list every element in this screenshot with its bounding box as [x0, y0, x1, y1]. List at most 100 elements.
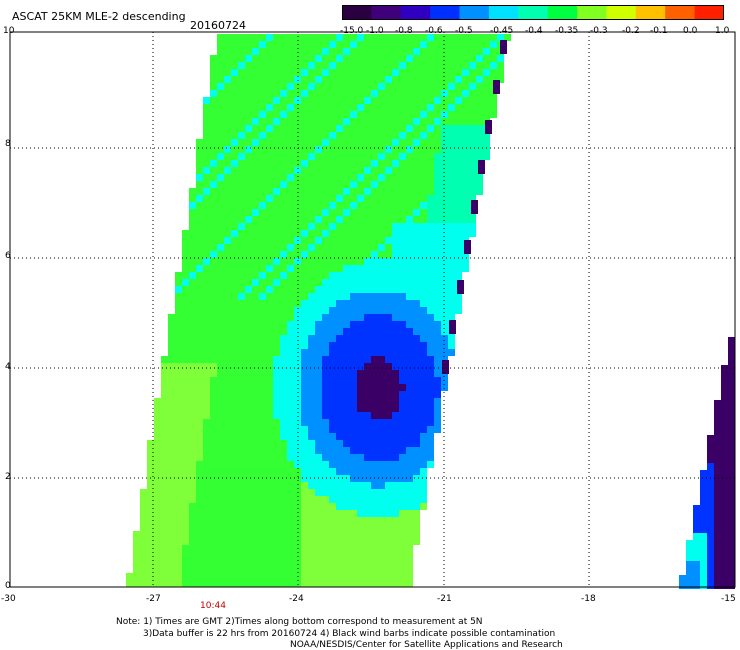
swath-cell	[378, 510, 385, 517]
swath-cell	[182, 510, 189, 517]
swath-cell	[196, 370, 203, 377]
swath-cell	[266, 538, 273, 545]
color-scale-swatch	[430, 5, 461, 20]
swath-cell	[413, 237, 420, 244]
swath-cell	[196, 230, 203, 237]
swath-cell	[364, 475, 371, 482]
swath-cell	[392, 412, 399, 419]
swath-cell	[189, 461, 196, 468]
swath-cell	[329, 293, 336, 300]
swath-cell	[245, 41, 252, 48]
swath-cell	[434, 160, 441, 167]
swath-cell	[259, 552, 266, 559]
swath-cell	[287, 489, 294, 496]
swath-cell	[231, 510, 238, 517]
swath-cell	[406, 41, 413, 48]
swath-cell	[308, 265, 315, 272]
swath-cell	[280, 230, 287, 237]
swath-cell	[203, 510, 210, 517]
swath-cell	[175, 377, 182, 384]
swath-cell	[273, 517, 280, 524]
swath-cell	[217, 244, 224, 251]
swath-cell	[434, 111, 441, 118]
swath-cell	[357, 76, 364, 83]
swath-cell	[364, 335, 371, 342]
swath-cell	[336, 286, 343, 293]
swath-cell	[350, 97, 357, 104]
swath-cell	[252, 503, 259, 510]
swath-cell	[420, 118, 427, 125]
swath-cell	[203, 307, 210, 314]
swath-cell	[196, 363, 203, 370]
swath-cell	[154, 524, 161, 531]
swath-cell	[322, 391, 329, 398]
swath-cell	[301, 363, 308, 370]
swath-cell	[280, 531, 287, 538]
swath-cell	[728, 477, 735, 484]
swath-cell	[231, 531, 238, 538]
swath-cell	[413, 167, 420, 174]
swath-cell	[196, 237, 203, 244]
swath-cell	[252, 293, 259, 300]
swath-cell	[315, 538, 322, 545]
swath-cell	[427, 328, 434, 335]
swath-cell	[217, 181, 224, 188]
swath-cell	[427, 391, 434, 398]
swath-cell	[168, 356, 175, 363]
swath-cell	[427, 146, 434, 153]
swath-cell	[392, 300, 399, 307]
swath-cell	[217, 510, 224, 517]
swath-cell	[175, 433, 182, 440]
swath-cell	[252, 90, 259, 97]
swath-cell	[203, 559, 210, 566]
swath-cell	[280, 559, 287, 566]
swath-cell	[287, 34, 294, 41]
swath-cell	[343, 293, 350, 300]
swath-cell	[301, 454, 308, 461]
swath-cell	[427, 160, 434, 167]
swath-cell	[231, 76, 238, 83]
swath-cell	[364, 538, 371, 545]
swath-cell	[238, 538, 245, 545]
swath-cell	[427, 216, 434, 223]
swath-cell	[210, 258, 217, 265]
swath-cell	[490, 111, 497, 118]
swath-cell	[231, 125, 238, 132]
swath-cell	[203, 391, 210, 398]
swath-cell	[147, 580, 154, 587]
swath-cell	[301, 377, 308, 384]
swath-cell	[259, 545, 266, 552]
swath-cell	[273, 580, 280, 587]
swath-cell	[266, 433, 273, 440]
swath-cell	[434, 237, 441, 244]
swath-cell	[231, 559, 238, 566]
swath-cell	[371, 202, 378, 209]
swath-cell	[280, 104, 287, 111]
swath-cell	[252, 496, 259, 503]
swath-cell	[504, 34, 511, 41]
swath-cell	[266, 41, 273, 48]
swath-cell	[210, 111, 217, 118]
swath-cell	[266, 202, 273, 209]
swath-cell	[273, 279, 280, 286]
swath-cell	[217, 146, 224, 153]
swath-cell	[154, 580, 161, 587]
swath-cell	[392, 62, 399, 69]
swath-cell	[252, 69, 259, 76]
swath-cell	[406, 258, 413, 265]
swath-cell	[161, 517, 168, 524]
swath-cell	[203, 440, 210, 447]
swath-cell	[434, 209, 441, 216]
swath-cell	[434, 405, 441, 412]
swath-cell	[224, 230, 231, 237]
swath-cell	[399, 454, 406, 461]
swath-cell	[308, 146, 315, 153]
swath-cell	[427, 412, 434, 419]
swath-cell	[448, 174, 455, 181]
swath-cell	[287, 433, 294, 440]
swath-cell	[287, 132, 294, 139]
swath-cell	[455, 293, 462, 300]
swath-cell	[385, 377, 392, 384]
swath-cell	[280, 356, 287, 363]
swath-cell	[385, 447, 392, 454]
